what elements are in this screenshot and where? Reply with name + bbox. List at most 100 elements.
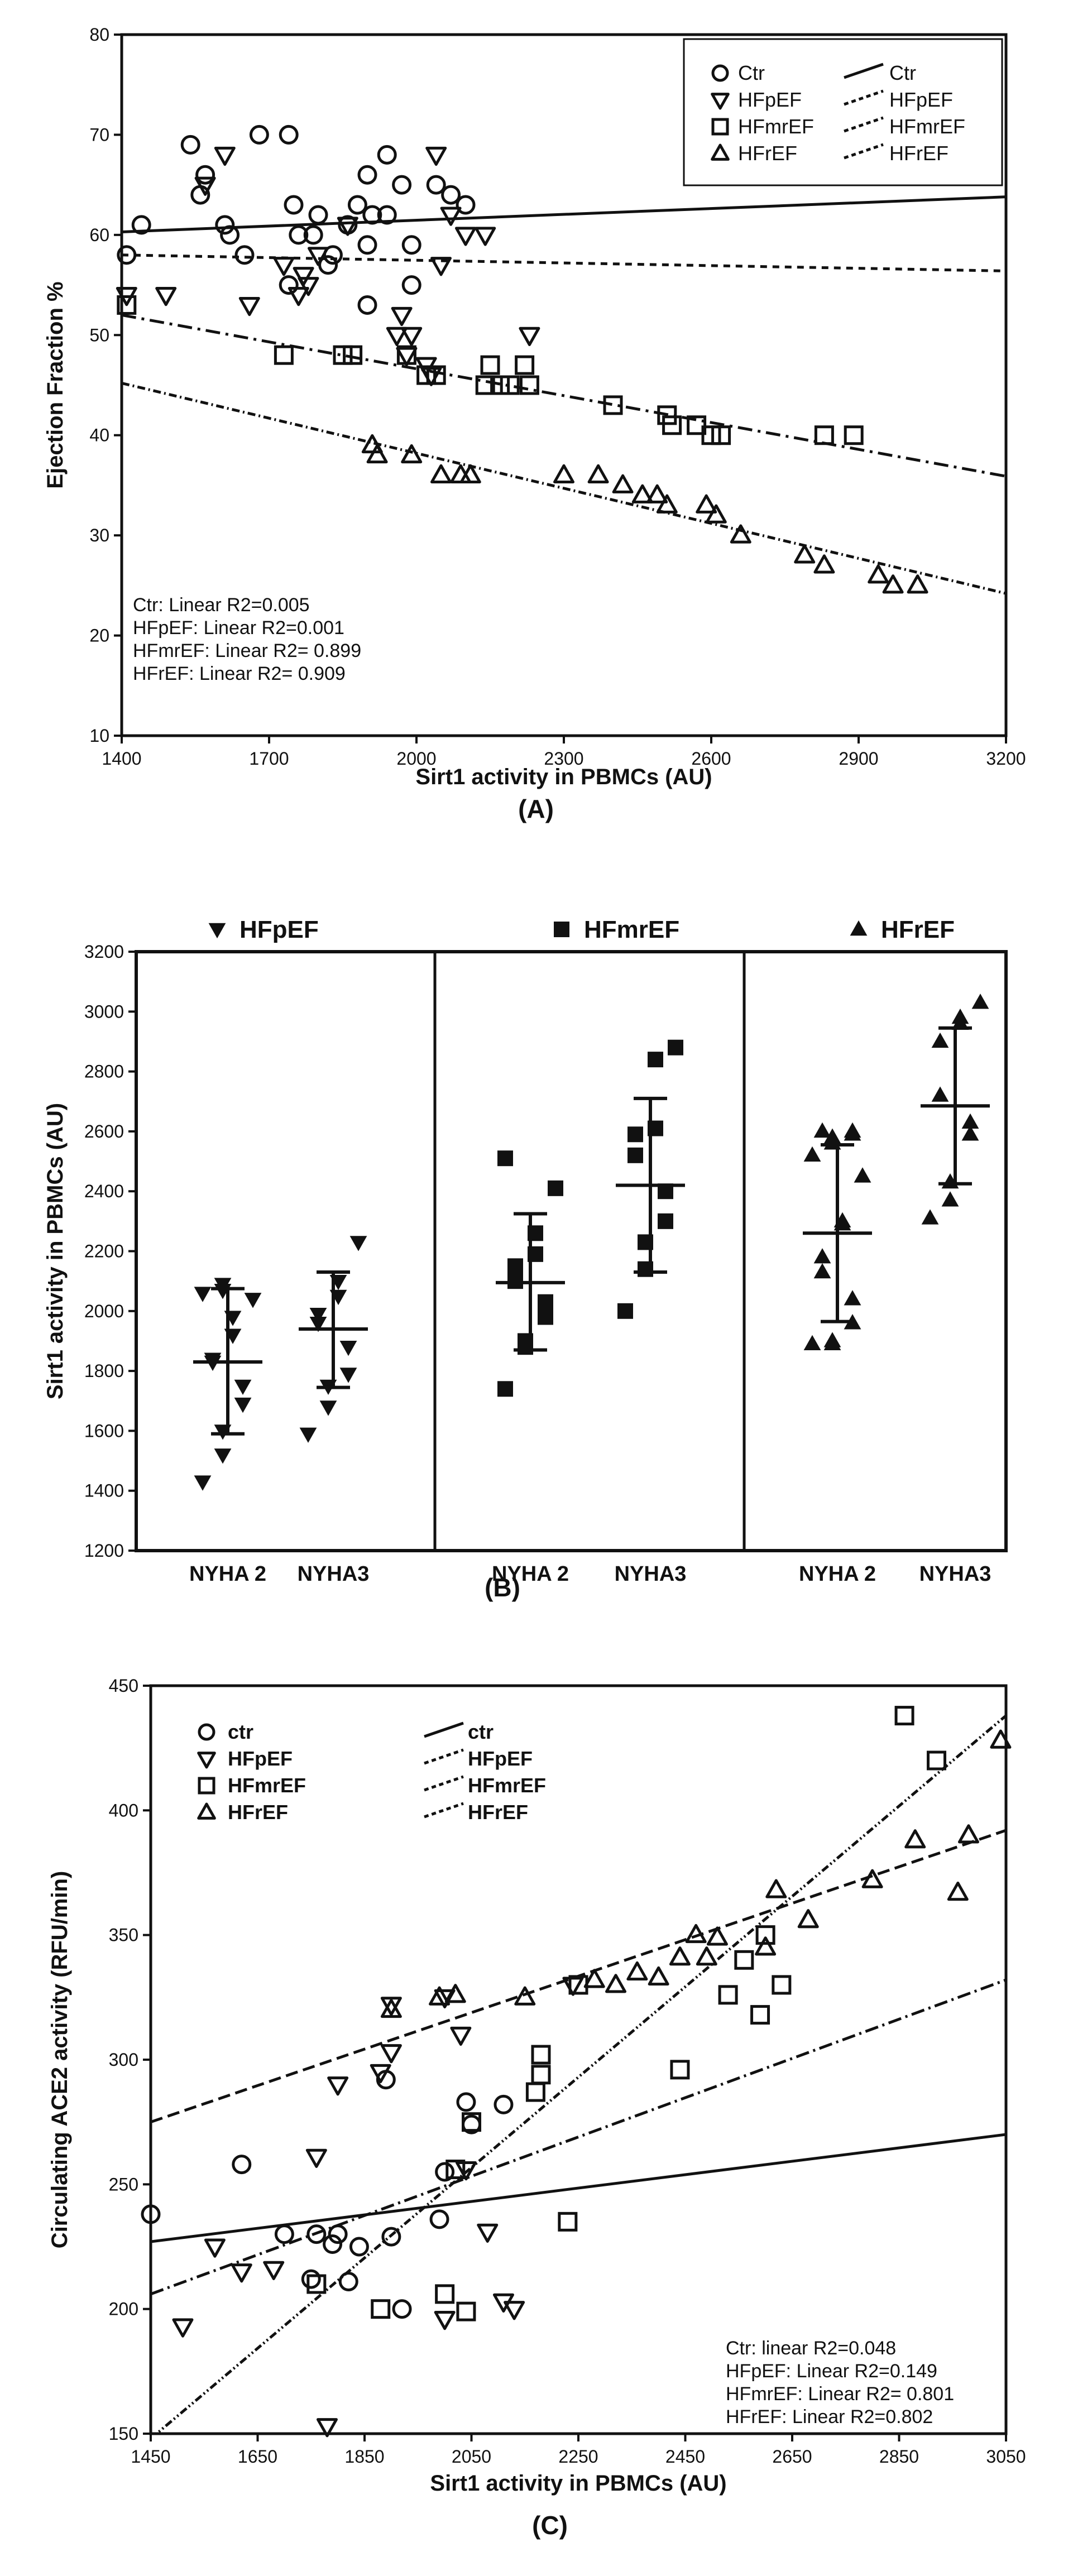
panel-b-header-marker-hfmref [554, 922, 569, 937]
panel-a-legend-line-label-ctr: Ctr [889, 61, 916, 84]
panel-a-point-ctr [347, 195, 367, 215]
panel-b-point-hfpef [309, 1317, 327, 1332]
panel-a-x-tick-label: 1400 [102, 749, 141, 769]
panel-a-point-hfmref [662, 415, 682, 435]
panel-b-y-tick-label: 2800 [84, 1062, 124, 1082]
panel-c-point-hfmref [462, 2112, 481, 2132]
panel-a-point-hfref [587, 464, 609, 483]
panel-b-label: (B) [485, 1573, 520, 1602]
panel-a-legend-marker-hfmref [711, 118, 729, 136]
panel-a-point-hfmref [333, 345, 353, 365]
panel-a-y-tick-label: 70 [89, 124, 109, 145]
panel-a-y-tick-label: 30 [89, 525, 109, 545]
panel-a-point-ctr [220, 225, 240, 245]
panel-c-x-tick-label: 2850 [879, 2447, 919, 2467]
panel-b-group-title-hfpef: HFpEF [239, 916, 319, 943]
panel-c-x-axis-title: Sirt1 activity in PBMCs (AU) [430, 2471, 726, 2496]
panel-c-point-hfref [765, 1879, 787, 1898]
panel-a-legend-label-hfpef: HFpEF [738, 88, 802, 111]
panel-c-point-hfmref [755, 1925, 775, 1945]
panel-c-point-hfmref [371, 2299, 391, 2319]
panel-b-point-hfmref [497, 1150, 513, 1167]
panel-c-fit-line-ctr [151, 2133, 1006, 2243]
panel-a-point-hfref [868, 564, 889, 584]
panel-b-point-hfpef [339, 1340, 357, 1356]
panel-a-point-hfmref [500, 375, 520, 395]
panel-a-point-hfref [705, 504, 727, 524]
panel-c-point-hfpef [504, 2301, 525, 2320]
panel-a-label: (A) [518, 794, 554, 823]
panel-c-point-hfmref [670, 2060, 690, 2080]
panel-a-point-ctr [441, 185, 461, 205]
panel-a-point-hfmref [396, 345, 416, 365]
panel-c-point-hfpef [204, 2238, 226, 2258]
panel-a-legend-line-label-hfmref: HFmrEF [889, 115, 965, 138]
panel-c-point-hfref [957, 1824, 979, 1844]
panel-a-point-hfmref [416, 365, 437, 385]
panel-b-category-label: NYHA3 [615, 1562, 687, 1586]
panel-b-point-hfpef [244, 1293, 262, 1308]
panel-c-point-hfref [380, 1998, 402, 2018]
panel-c-legend-line-label-hfpef: HFpEF [468, 1747, 533, 1770]
panel-a-point-hfref [553, 464, 574, 483]
panel-a-legend-marker-hfpef [711, 93, 730, 110]
panel-b-y-tick-label: 2200 [84, 1241, 124, 1261]
panel-a-point-ctr [303, 225, 323, 245]
panel-b-point-hfmref [507, 1258, 523, 1274]
panel-c-y-tick-label: 350 [109, 1925, 138, 1945]
panel-c-point-hfref [797, 1909, 819, 1929]
panel-b-point-hfref [823, 1128, 841, 1144]
panel-a-legend-line-ctr [844, 63, 884, 79]
panel-c-point-hfpef [380, 2044, 402, 2064]
panel-a-point-hfpef [293, 267, 314, 286]
panel-a-point-ctr [215, 215, 235, 235]
panel-b-category-label: NYHA3 [298, 1562, 370, 1586]
panel-a-fit-line-hfmref [121, 313, 1007, 478]
panel-a-y-tick-label: 60 [89, 225, 109, 245]
panel-a-legend-label-hfmref: HFmrEF [738, 115, 814, 138]
panel-b-point-hfref [813, 1263, 831, 1279]
panel-c-label: (C) [532, 2511, 568, 2540]
panel-c-legend-marker-hfmref [198, 1777, 215, 1795]
panel-a-legend-box [683, 38, 1003, 186]
panel-a-point-hfref [430, 464, 452, 483]
panel-c-point-hfpef [327, 2076, 349, 2096]
panel-c-point-hfref [696, 1946, 717, 1966]
panel-b-point-hfpef [194, 1287, 212, 1302]
panel-a-point-hfpef [386, 327, 408, 347]
panel-b-point-hfref [823, 1332, 841, 1347]
panel-c-x-tick-label: 3050 [986, 2447, 1026, 2467]
panel-a-fit-line-ctr [121, 195, 1007, 233]
panel-a-point-hfpef [194, 176, 216, 196]
panel-b-group-title-hfref: HFrEF [881, 916, 955, 943]
panel-c-y-tick-label: 250 [109, 2174, 138, 2194]
panel-b-point-hfpef [234, 1397, 252, 1413]
panel-b-category-label: NYHA3 [919, 1562, 991, 1586]
panel-b-y-tick-label: 1200 [84, 1541, 124, 1561]
panel-a-point-hfpef [273, 257, 295, 276]
panel-c-legend-line-label-hfmref: HFmrEF [468, 1774, 546, 1797]
panel-c-y-axis-title: Circulating ACE2 activity (RFU/min) [47, 1871, 72, 2248]
panel-b-point-hfmref [538, 1309, 553, 1325]
panel-a-point-hfmref [603, 395, 623, 415]
panel-a-point-ctr [377, 205, 397, 225]
panel-c-fit-line-hfpef [151, 1978, 1006, 2296]
panel-b-point-hfpef [214, 1278, 232, 1293]
panel-c-point-hfref [755, 1936, 777, 1956]
panel-c-y-tick-label: 200 [109, 2299, 138, 2319]
panel-b-chart: 1200 1400 1600 1800 2000 2200 2400 2600 2800 3000… [43, 916, 1008, 1586]
panel-c-point-hfpef [477, 2223, 499, 2243]
panel-a-legend-marker-hfref [711, 143, 730, 161]
panel-a-point-hfmref [814, 425, 834, 445]
panel-a-chart: 1400 1700 2000 2300 2600 2900 3200 10 20 30 40 50 60… [43, 25, 1026, 789]
panel-c-annotation: Ctr: linear R2=0.048 [726, 2338, 896, 2359]
panel-a-point-ctr [401, 275, 421, 295]
panel-b-point-hfpef [214, 1448, 232, 1464]
panel-b-category-label: NYHA 2 [799, 1562, 876, 1586]
panel-a-point-hfref [656, 494, 678, 514]
panel-a-point-ctr [279, 275, 299, 295]
panel-c-point-ctr [381, 2227, 401, 2247]
panel-a-point-hfpef [337, 217, 358, 236]
